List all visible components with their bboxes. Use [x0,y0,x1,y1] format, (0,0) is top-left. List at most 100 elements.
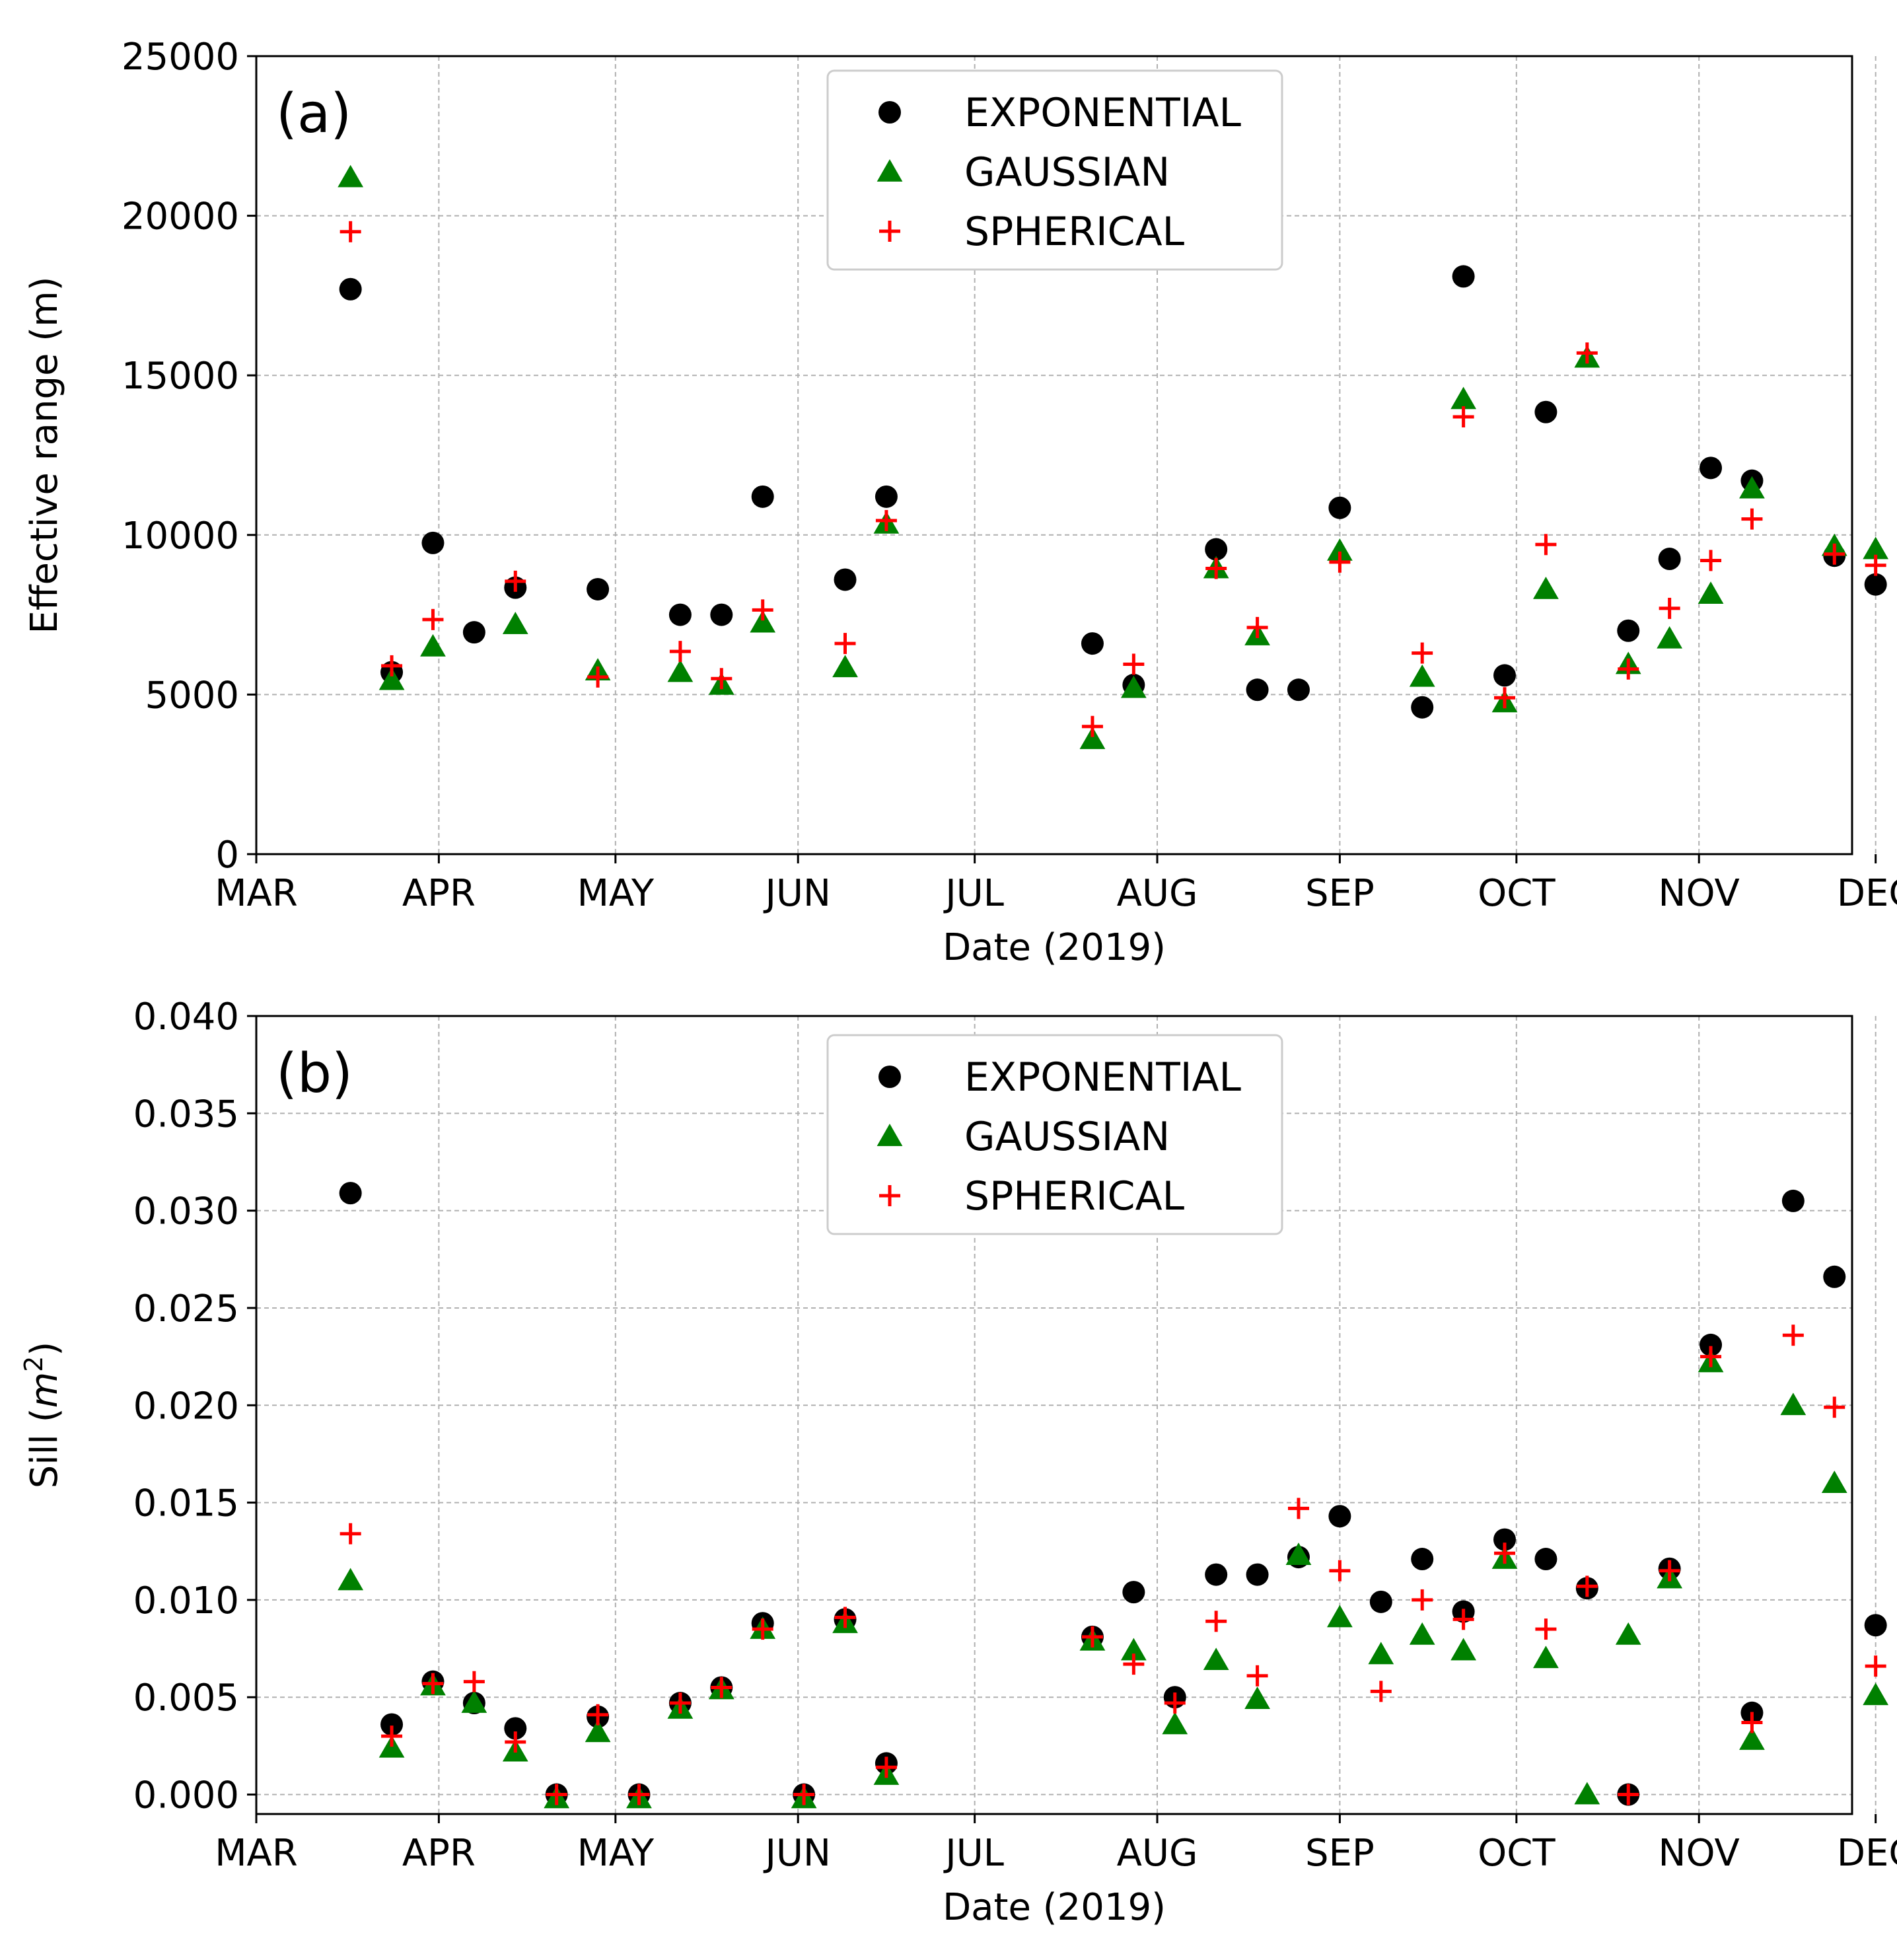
data-point-spherical [834,1607,856,1628]
data-point-gaussian [1162,1712,1188,1735]
data-point-spherical [669,641,691,663]
data-point-spherical [1205,1611,1227,1632]
x-tick-label: SEP [1305,1832,1375,1875]
data-point-gaussian [1615,1622,1641,1645]
data-point-gaussian [667,659,694,682]
legend-symbol-exponential [878,101,901,124]
data-point-spherical [1123,653,1145,675]
panel-label-b: (b) [276,1042,353,1105]
data-point-gaussian [1780,1393,1807,1416]
data-point-gaussian [1698,581,1724,604]
data-point-spherical [1535,1618,1557,1640]
data-point-exponential [1246,1563,1269,1586]
data-point-spherical [1164,1692,1186,1714]
y-axis-label-b-var: m [23,1372,66,1408]
data-point-gaussian [1739,1727,1765,1750]
data-point-gaussian [1079,727,1106,749]
legend-marker-spherical [879,221,900,242]
data-point-exponential [1205,538,1228,561]
x-tick-label: AUG [1117,872,1198,915]
data-point-spherical [1741,508,1763,530]
data-point-spherical [587,666,609,688]
y-tick-label: 0.005 [133,1677,239,1720]
data-point-exponential [1369,1590,1392,1613]
ticks-b: 0.000 0.005 0.010 0.015 0.020 0.025 0.030 0.035… [133,996,1897,1875]
data-point-exponential [751,485,774,508]
data-point-spherical [1865,1655,1886,1677]
data-point-exponential [1658,548,1681,571]
x-tick-label: NOV [1659,1832,1740,1875]
data-point-exponential [1493,1528,1517,1551]
data-point-exponential [1534,1548,1557,1571]
y-tick-label: 0.020 [133,1385,239,1428]
data-point-exponential [834,568,857,591]
data-point-spherical [340,1523,361,1544]
data-point-exponential [504,1717,527,1740]
data-point-gaussian [1657,626,1683,649]
series-spherical [340,1325,1886,1805]
y-tick-label: 0.025 [133,1288,239,1330]
data-point-exponential [1411,1548,1434,1571]
legend-a: EXPONENTIAL GAUSSIAN SPHERICAL [826,69,1283,271]
y-tick-label: 0.040 [133,996,239,1038]
legend-label-spherical: SPHERICAL [964,1173,1185,1219]
data-point-exponential [1246,678,1269,702]
legend-item-exponential: EXPONENTIAL [878,90,1241,136]
data-point-spherical [1205,558,1227,579]
x-tick-label: MAR [215,872,298,915]
data-point-spherical [422,1673,444,1694]
x-tick-label: MAY [577,1832,655,1875]
x-tick-label: OCT [1478,1832,1556,1875]
data-point-gaussian [378,667,405,690]
legend-marker-exponential [878,1066,901,1088]
data-point-exponential [1328,1505,1351,1528]
data-point-spherical [1287,1498,1309,1519]
data-point-spherical [1452,1609,1474,1630]
data-point-exponential [380,1713,404,1736]
data-point-gaussian [1327,538,1353,561]
y-tick-label: 10000 [122,515,239,558]
series-spherical [340,221,1886,737]
data-point-gaussian [1120,675,1147,698]
data-point-exponential [1411,696,1434,719]
data-point-exponential [1864,573,1887,596]
data-point-spherical [505,1731,526,1753]
x-tick-label: OCT [1478,872,1556,915]
data-point-spherical [1494,687,1516,709]
legend-item-exponential: EXPONENTIAL [878,1054,1241,1101]
data-point-gaussian [1739,476,1765,499]
data-point-spherical [1370,1681,1392,1702]
x-tick-label: APR [402,1832,476,1875]
y-tick-label: 0.010 [133,1579,239,1622]
data-point-spherical [1700,550,1722,571]
data-point-spherical [1659,597,1680,619]
legend-symbol-spherical [879,1185,900,1206]
data-point-spherical [381,1725,403,1747]
data-point-gaussian [750,610,776,633]
data-point-spherical [1246,1665,1268,1687]
data-point-spherical [1246,616,1268,638]
data-point-gaussian [502,612,528,634]
data-point-exponential [1205,1563,1228,1586]
data-point-exponential [1287,678,1310,702]
data-point-spherical [1452,406,1474,428]
data-point-spherical [752,599,773,621]
data-point-exponential [1122,1581,1145,1604]
data-point-gaussian [1533,576,1559,599]
data-point-exponential [1823,1265,1846,1288]
y-axis-label-b-prefix: Sill ( [23,1408,66,1488]
data-point-spherical [1576,1576,1598,1597]
legend-symbol-exponential [878,1066,901,1088]
data-point-spherical [1659,1560,1680,1581]
x-tick-label: SEP [1305,872,1375,915]
data-point-gaussian [1450,386,1476,410]
plot-frame-b [255,1015,1853,1815]
data-point-spherical [1329,551,1351,573]
y-axis-label-a: Effective range (m) [23,277,66,634]
x-tick-label: DEC [1837,1832,1897,1875]
data-point-exponential [1864,1614,1887,1637]
data-point-spherical [1824,543,1845,565]
data-point-spherical [546,1784,567,1805]
y-tick-label: 0.000 [133,1774,239,1817]
